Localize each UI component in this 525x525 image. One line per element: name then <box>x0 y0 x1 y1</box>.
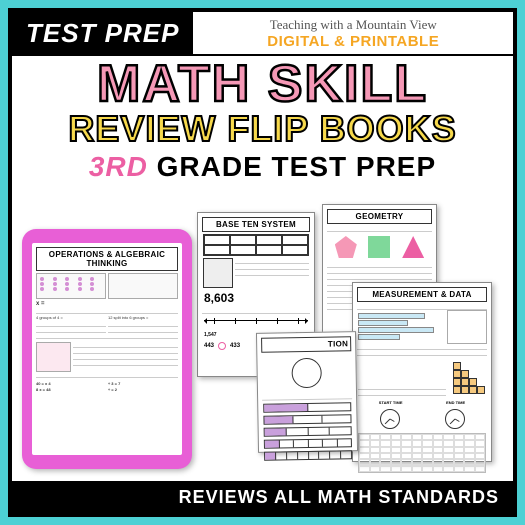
brand-box: Teaching with a Mountain View DIGITAL & … <box>193 12 513 56</box>
top-row: TEST PREP Teaching with a Mountain View … <box>12 12 513 56</box>
compare-circle-icon <box>218 342 226 350</box>
sheet-title-partial: TION <box>261 336 351 353</box>
brand-author: Teaching with a Mountain View <box>270 17 437 33</box>
shape-row <box>327 232 432 262</box>
grid-paper <box>358 433 486 473</box>
big-number: 8,603 <box>204 291 308 305</box>
circle-icon <box>291 358 322 389</box>
title-main: MATH SKILL <box>12 60 513 109</box>
sheet-title: BASE TEN SYSTEM <box>202 217 310 232</box>
number-line <box>204 320 308 330</box>
grade-rest: GRADE TEST PREP <box>148 151 436 182</box>
sheet-title: OPERATIONS & ALGEBRAIC THINKING <box>36 247 178 271</box>
grade-line: 3RD GRADE TEST PREP <box>12 151 513 183</box>
clock-icon <box>380 409 400 429</box>
nline-start: 1,547 <box>204 332 217 338</box>
product-cover: TEST PREP Teaching with a Mountain View … <box>0 0 525 525</box>
tablet-device: OPERATIONS & ALGEBRAIC THINKING x = <box>22 229 192 469</box>
sheet-title: GEOMETRY <box>327 209 432 224</box>
sheet-measurement: MEASUREMENT & DATA <box>352 282 492 462</box>
sheet-fractions: TION <box>256 331 358 453</box>
footer-text: REVIEWS ALL MATH STANDARDS <box>179 487 499 508</box>
square-icon <box>368 236 390 258</box>
title-block: MATH SKILL REVIEW FLIP BOOKS 3RD GRADE T… <box>12 56 513 183</box>
test-prep-badge: TEST PREP <box>12 12 193 56</box>
preview-area: GEOMETRY BASE TEN SYSTEM <box>22 212 503 475</box>
triangle-icon <box>402 236 424 258</box>
footer-bar: REVIEWS ALL MATH STANDARDS <box>12 481 513 513</box>
cover-inner: TEST PREP Teaching with a Mountain View … <box>12 12 513 513</box>
brand-format: DIGITAL & PRINTABLE <box>267 33 439 50</box>
grade-number: 3RD <box>89 151 148 182</box>
pentagon-icon <box>335 236 357 258</box>
tablet-screen: OPERATIONS & ALGEBRAIC THINKING x = <box>32 243 182 455</box>
title-sub: REVIEW FLIP BOOKS <box>12 111 513 147</box>
clock-icon <box>445 409 465 429</box>
sheet-title: MEASUREMENT & DATA <box>357 287 487 302</box>
